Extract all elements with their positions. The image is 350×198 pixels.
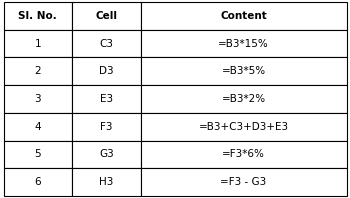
Text: =F3 - G3: =F3 - G3 [220, 177, 267, 187]
Bar [72, 168, 141, 196]
Bar [4, 141, 72, 168]
Text: =B3*5%: =B3*5% [222, 66, 266, 76]
Text: D3: D3 [99, 66, 114, 76]
Text: 5: 5 [35, 149, 41, 159]
Text: E3: E3 [100, 94, 113, 104]
Text: 3: 3 [35, 94, 41, 104]
Bar [141, 30, 346, 57]
Text: 2: 2 [35, 66, 41, 76]
Text: Cell: Cell [96, 11, 117, 21]
Text: C3: C3 [99, 39, 113, 49]
Text: =B3*15%: =B3*15% [218, 39, 269, 49]
Text: H3: H3 [99, 177, 114, 187]
Bar [141, 57, 346, 85]
Bar [4, 57, 72, 85]
Bar [4, 168, 72, 196]
Text: =B3+C3+D3+E3: =B3+C3+D3+E3 [198, 122, 289, 132]
Bar [72, 113, 141, 141]
Text: 1: 1 [35, 39, 41, 49]
Text: =F3*6%: =F3*6% [222, 149, 265, 159]
Bar [141, 168, 346, 196]
Bar [4, 113, 72, 141]
Text: 6: 6 [35, 177, 41, 187]
Bar [72, 30, 141, 57]
Text: Content: Content [220, 11, 267, 21]
Bar [4, 30, 72, 57]
Bar [72, 57, 141, 85]
Bar [72, 85, 141, 113]
Bar [141, 141, 346, 168]
Text: Sl. No.: Sl. No. [19, 11, 57, 21]
Bar [4, 85, 72, 113]
Bar [141, 85, 346, 113]
Bar [72, 141, 141, 168]
Text: F3: F3 [100, 122, 113, 132]
Text: G3: G3 [99, 149, 114, 159]
Text: =B3*2%: =B3*2% [222, 94, 266, 104]
Bar [72, 2, 141, 30]
Bar [4, 2, 72, 30]
Text: 4: 4 [35, 122, 41, 132]
Bar [141, 2, 346, 30]
Bar [141, 113, 346, 141]
